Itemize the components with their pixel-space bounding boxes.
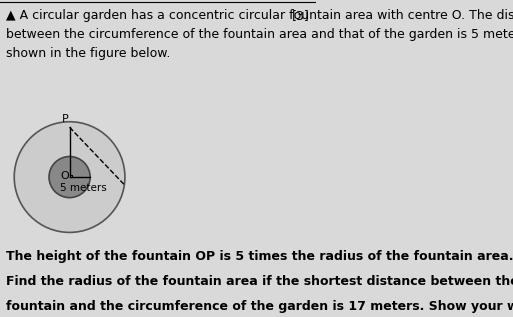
- Text: between the circumference of the fountain area and that of the garden is 5 meter: between the circumference of the fountai…: [6, 29, 513, 42]
- Text: [3]: [3]: [292, 10, 310, 23]
- Text: Find the radius of the fountain area if the shortest distance between the top of: Find the radius of the fountain area if …: [6, 275, 513, 288]
- Circle shape: [49, 157, 90, 197]
- Text: fountain and the circumference of the garden is 17 meters. Show your work.: fountain and the circumference of the ga…: [6, 301, 513, 314]
- Text: P: P: [62, 114, 69, 124]
- Text: 5 meters: 5 meters: [60, 183, 107, 193]
- Text: O: O: [60, 171, 69, 181]
- Circle shape: [14, 122, 125, 232]
- Text: The height of the fountain OP is 5 times the radius of the fountain area.: The height of the fountain OP is 5 times…: [6, 250, 513, 263]
- Text: ▲ A circular garden has a concentric circular fountain area with centre O. The d: ▲ A circular garden has a concentric cir…: [6, 10, 513, 23]
- Text: shown in the figure below.: shown in the figure below.: [6, 48, 171, 61]
